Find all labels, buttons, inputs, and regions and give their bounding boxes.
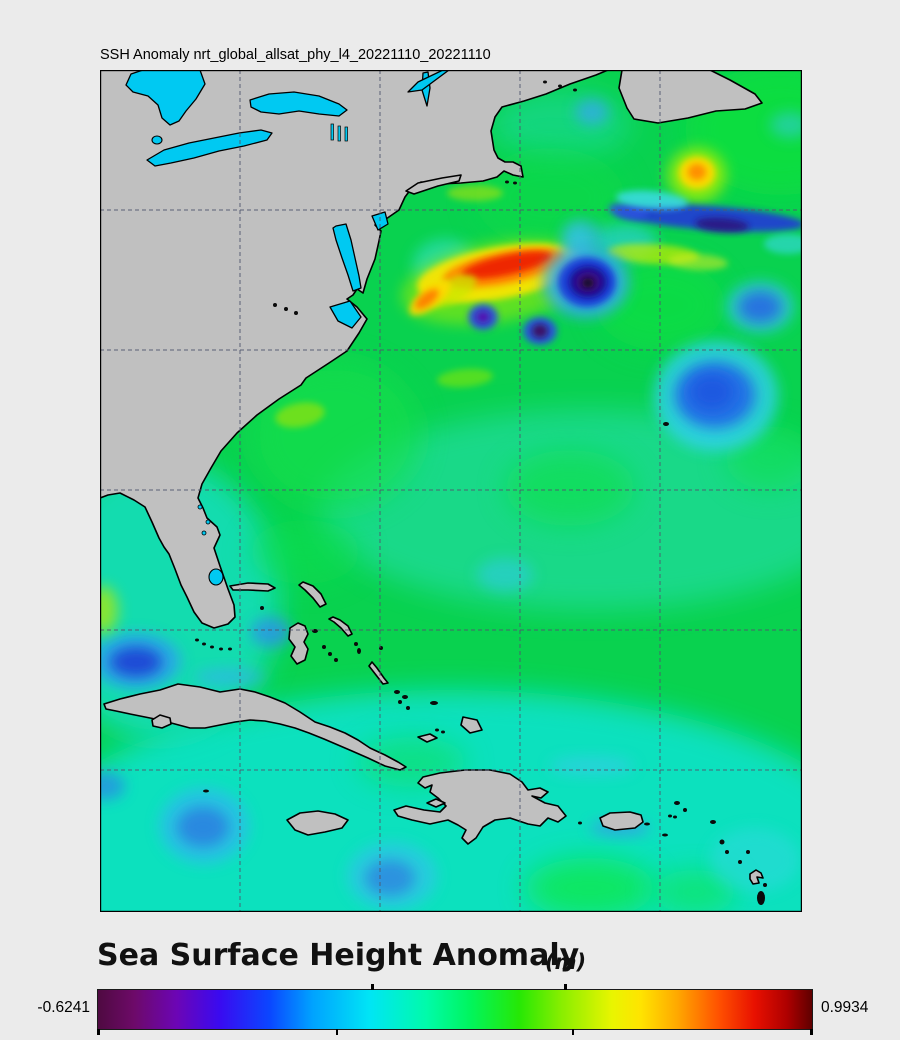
land-isla-juventud [151, 714, 172, 729]
land-long-island-bahamas [368, 661, 389, 685]
lakes [125, 70, 450, 586]
land-puerto-rico [599, 811, 644, 831]
colorbar-bottom-tick [97, 1029, 100, 1035]
lake-pamlico-sound [329, 300, 362, 329]
land-gonave [426, 798, 446, 808]
colorbar-top-tick [371, 984, 374, 990]
land-long-island [405, 174, 462, 195]
land-abaco [298, 581, 327, 608]
lake-lake-ontario [249, 91, 348, 117]
ssh-anomaly-map [100, 70, 802, 912]
map-canvas [100, 70, 802, 912]
colorbar-gradient [97, 989, 813, 1030]
land-grand-bahama [229, 582, 276, 592]
colorbar-max-label: 0.9934 [821, 999, 869, 1016]
lake-st-lawrence-river [407, 70, 450, 93]
map-border [100, 70, 802, 912]
colorbar-title: Sea Surface Height Anomaly [97, 938, 580, 973]
graticule [100, 70, 802, 912]
lake-lake-erie [146, 129, 273, 167]
colorbar-units-label: (m) [545, 950, 587, 974]
colorbar-top-tick [563, 984, 567, 990]
land-andros [288, 622, 309, 665]
colorbar-bottom-tick [335, 1029, 339, 1035]
land-nova-scotia [618, 70, 763, 124]
land-great-inagua [460, 716, 483, 734]
land-cuba [103, 683, 407, 771]
lake-chesapeake-bay [332, 223, 362, 292]
land-eleuthera [328, 616, 353, 637]
land-hispaniola [393, 769, 567, 845]
colorbar-min-label: -0.6241 [37, 999, 90, 1016]
lake-lake-huron-georgian-bay [125, 70, 206, 126]
map-title: SSH Anomaly nrt_global_allsat_phy_l4_202… [100, 47, 491, 63]
land-tortuga [417, 733, 438, 743]
colorbar-bottom-tick [810, 1029, 813, 1035]
land-guadeloupe [749, 869, 764, 885]
colorbar-bottom-tick [571, 1029, 575, 1035]
land-jamaica [286, 810, 349, 836]
